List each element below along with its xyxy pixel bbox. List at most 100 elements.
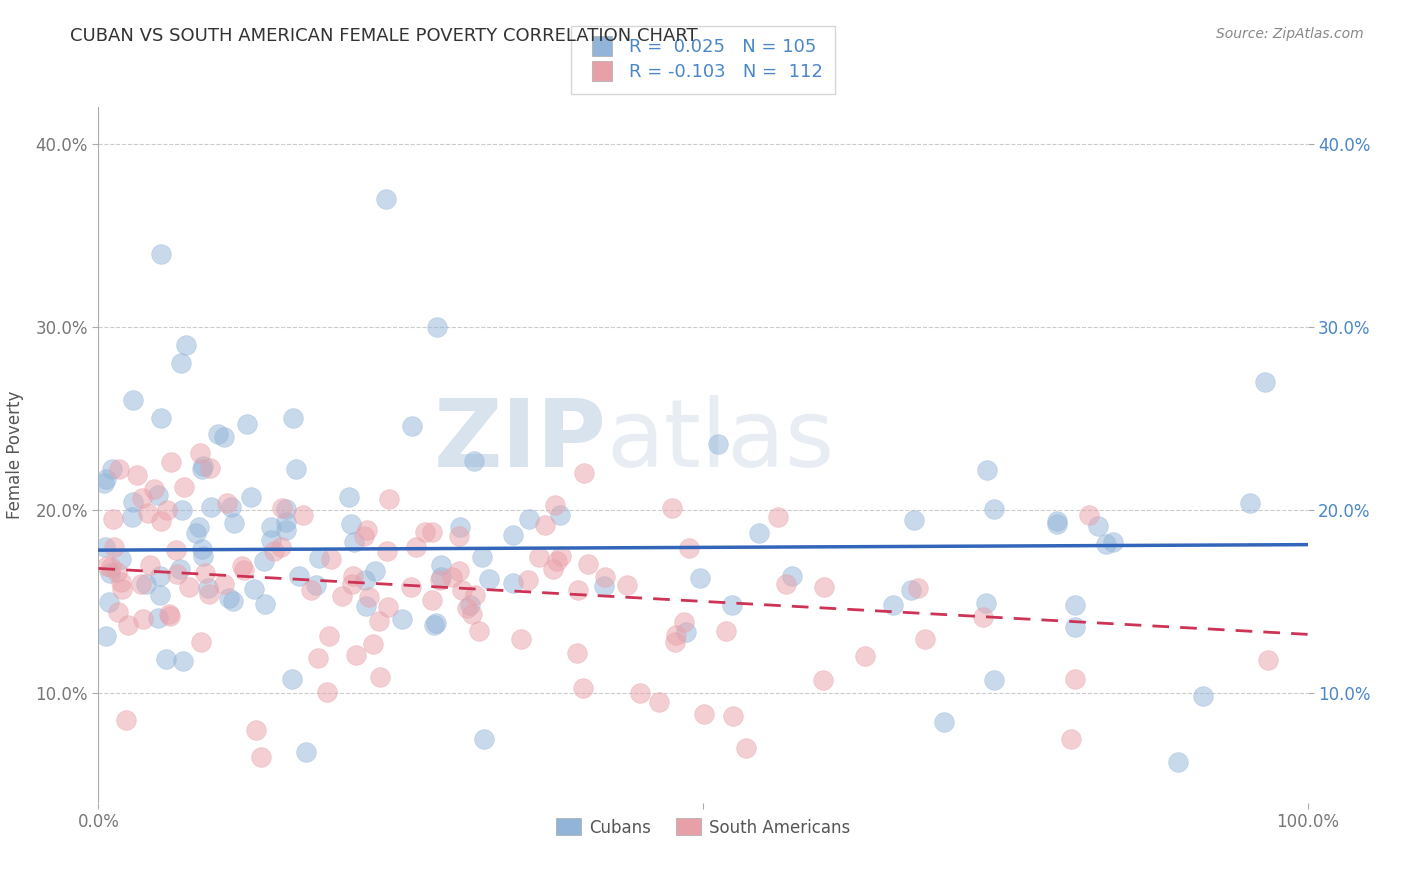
Point — [616, 578, 638, 592]
Point — [101, 462, 124, 476]
Point — [548, 508, 571, 522]
Point — [115, 714, 138, 728]
Point — [527, 550, 550, 565]
Point — [576, 557, 599, 571]
Point — [157, 607, 180, 622]
Point — [224, 516, 246, 530]
Text: CUBAN VS SOUTH AMERICAN FEMALE POVERTY CORRELATION CHART: CUBAN VS SOUTH AMERICAN FEMALE POVERTY C… — [70, 27, 697, 45]
Point — [339, 517, 361, 532]
Point — [188, 446, 211, 460]
Point — [105, 565, 128, 579]
Point — [103, 512, 125, 526]
Point — [184, 525, 207, 540]
Point — [149, 569, 172, 583]
Point — [367, 614, 389, 628]
Legend: Cubans, South Americans: Cubans, South Americans — [548, 812, 858, 843]
Point — [100, 560, 122, 574]
Point — [363, 637, 385, 651]
Point — [149, 589, 172, 603]
Point — [285, 462, 308, 476]
Point — [914, 632, 936, 646]
Point — [357, 591, 380, 605]
Point — [449, 519, 471, 533]
Text: Source: ZipAtlas.com: Source: ZipAtlas.com — [1216, 27, 1364, 41]
Point — [853, 649, 876, 664]
Point — [1167, 755, 1189, 769]
Point — [502, 576, 524, 591]
Point — [1254, 375, 1277, 389]
Point — [1046, 514, 1069, 528]
Point — [354, 599, 377, 614]
Point — [565, 646, 588, 660]
Point — [665, 628, 688, 642]
Point — [509, 632, 531, 646]
Point — [165, 542, 187, 557]
Point — [1046, 516, 1069, 531]
Point — [405, 540, 427, 554]
Point — [121, 509, 143, 524]
Point — [664, 635, 686, 649]
Point — [94, 541, 117, 555]
Point — [401, 419, 423, 434]
Point — [471, 550, 494, 565]
Point — [344, 648, 367, 662]
Point — [200, 500, 222, 515]
Point — [280, 672, 302, 686]
Point — [1064, 620, 1087, 634]
Point — [413, 524, 436, 539]
Point — [94, 472, 117, 486]
Point — [543, 498, 565, 512]
Point — [425, 615, 447, 630]
Text: ZIP: ZIP — [433, 395, 606, 487]
Point — [678, 541, 700, 555]
Point — [572, 681, 595, 696]
Point — [340, 576, 363, 591]
Point — [243, 582, 266, 596]
Point — [449, 565, 471, 579]
Point — [353, 574, 375, 588]
Point — [150, 246, 173, 260]
Point — [983, 502, 1005, 516]
Point — [748, 526, 770, 541]
Point — [149, 514, 172, 528]
Point — [190, 462, 212, 476]
Point — [236, 417, 259, 431]
Point — [212, 577, 235, 591]
Point — [198, 587, 221, 601]
Point — [474, 731, 496, 746]
Point — [592, 579, 614, 593]
Point — [98, 595, 121, 609]
Point — [1064, 673, 1087, 687]
Point — [468, 624, 491, 639]
Point — [276, 502, 298, 516]
Point — [593, 569, 616, 583]
Point — [176, 338, 198, 352]
Point — [420, 592, 443, 607]
Point — [426, 319, 449, 334]
Point — [517, 574, 540, 588]
Point — [135, 576, 157, 591]
Point — [974, 596, 997, 610]
Point — [502, 528, 524, 542]
Point — [166, 566, 188, 581]
Point — [132, 612, 155, 626]
Point — [231, 559, 253, 574]
Point — [197, 582, 219, 596]
Point — [907, 581, 929, 595]
Point — [932, 715, 955, 730]
Point — [250, 750, 273, 764]
Point — [450, 582, 472, 597]
Point — [318, 628, 340, 642]
Point — [129, 577, 152, 591]
Point — [222, 594, 245, 608]
Point — [190, 635, 212, 649]
Point — [768, 509, 790, 524]
Point — [1101, 535, 1123, 549]
Point — [217, 495, 239, 509]
Y-axis label: Female Poverty: Female Poverty — [7, 391, 24, 519]
Point — [903, 513, 925, 527]
Point — [647, 695, 669, 709]
Point — [299, 583, 322, 598]
Point — [107, 605, 129, 619]
Point — [1060, 731, 1083, 746]
